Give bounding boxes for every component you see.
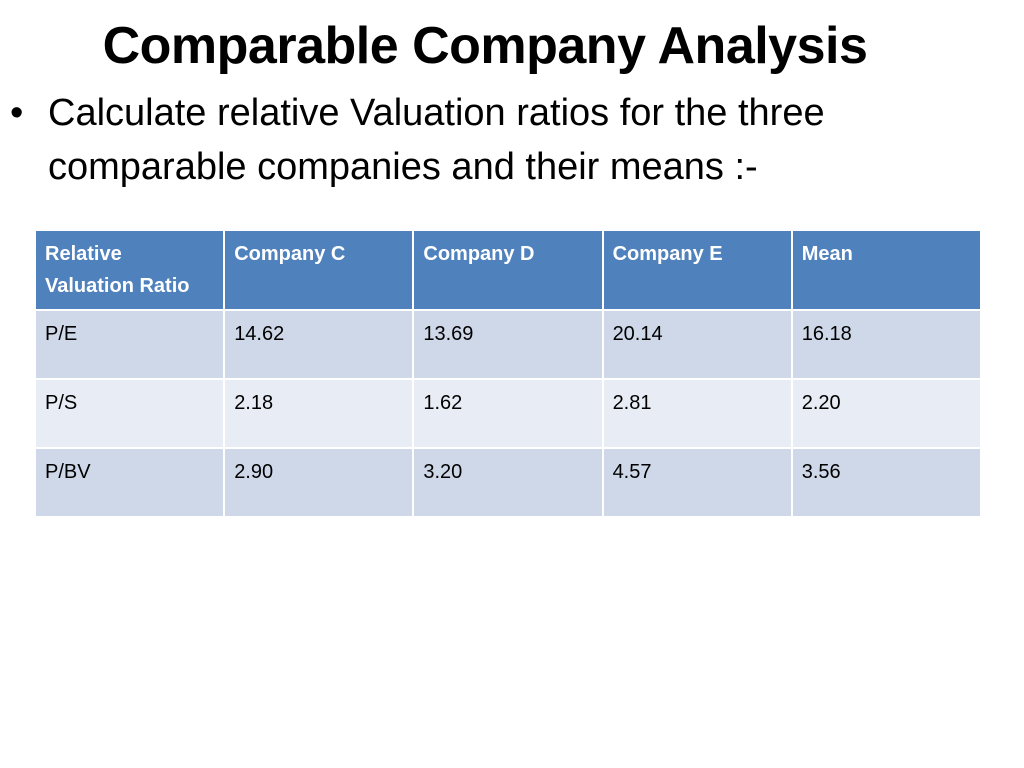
cell-company-c: 2.18 (223, 378, 415, 449)
slide-title: Comparable Company Analysis (102, 17, 868, 75)
cell-company-e: 2.81 (601, 378, 793, 449)
header-company-c: Company C (223, 229, 415, 311)
cell-company-d: 1.62 (412, 378, 604, 449)
bullet-dot-icon: • (10, 92, 24, 134)
table-row: P/E 14.62 13.69 20.14 16.18 (33, 309, 983, 380)
header-company-e: Company E (601, 229, 793, 311)
cell-ratio: P/S (33, 378, 226, 449)
table-header-row: Relative Valuation Ratio Company C Compa… (33, 229, 983, 311)
cell-ratio: P/BV (33, 447, 226, 518)
bullet-text: Calculate relative Valuation ratios for … (48, 92, 825, 188)
header-ratio: Relative Valuation Ratio (33, 229, 226, 311)
cell-company-e: 20.14 (601, 309, 793, 380)
header-company-d: Company D (412, 229, 604, 311)
table-row: P/S 2.18 1.62 2.81 2.20 (33, 378, 983, 449)
cell-mean: 16.18 (790, 309, 983, 380)
cell-company-e: 4.57 (601, 447, 793, 518)
cell-mean: 3.56 (790, 447, 983, 518)
cell-company-d: 3.20 (412, 447, 604, 518)
cell-company-d: 13.69 (412, 309, 604, 380)
table-row: P/BV 2.90 3.20 4.57 3.56 (33, 447, 983, 518)
bullet-item: • Calculate relative Valuation ratios fo… (10, 86, 1000, 194)
header-mean: Mean (790, 229, 983, 311)
cell-mean: 2.20 (790, 378, 983, 449)
valuation-table: Relative Valuation Ratio Company C Compa… (33, 229, 983, 518)
cell-company-c: 2.90 (223, 447, 415, 518)
cell-ratio: P/E (33, 309, 226, 380)
cell-company-c: 14.62 (223, 309, 415, 380)
